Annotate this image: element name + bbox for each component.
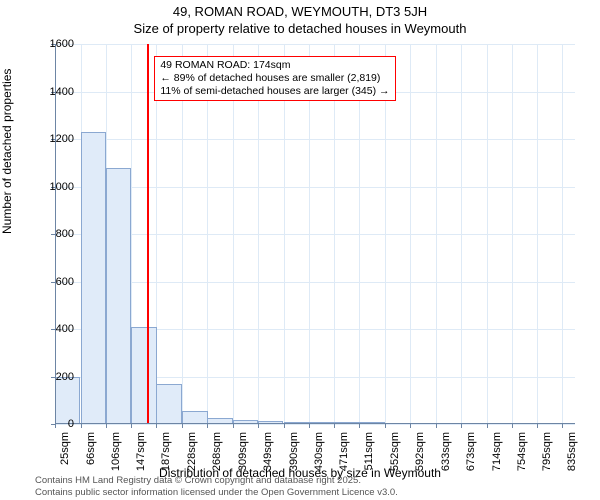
y-tick-label: 1000 xyxy=(34,181,74,193)
callout-line1: 49 ROMAN ROAD: 174sqm xyxy=(160,59,389,72)
y-tick-label: 1200 xyxy=(34,133,74,145)
x-tick-mark xyxy=(410,424,411,428)
x-tick-mark xyxy=(309,424,310,428)
property-marker-line xyxy=(147,44,149,424)
callout-line2: ← 89% of detached houses are smaller (2,… xyxy=(160,72,389,85)
x-tick-label: 511sqm xyxy=(363,432,375,470)
footer-line-1: Contains HM Land Registry data © Crown c… xyxy=(35,475,398,486)
y-tick-label: 0 xyxy=(34,418,74,430)
chart-title-block: 49, ROMAN ROAD, WEYMOUTH, DT3 5JH Size o… xyxy=(0,0,600,38)
x-tick-mark xyxy=(106,424,107,428)
x-tick-label: 268sqm xyxy=(211,432,223,471)
title-line-1: 49, ROMAN ROAD, WEYMOUTH, DT3 5JH xyxy=(0,4,600,21)
x-tick-label: 349sqm xyxy=(262,432,274,471)
x-tick-label: 106sqm xyxy=(110,432,122,471)
x-tick-mark xyxy=(207,424,208,428)
y-tick-label: 200 xyxy=(34,371,74,383)
x-tick-label: 835sqm xyxy=(566,432,578,471)
footer-attribution: Contains HM Land Registry data © Crown c… xyxy=(35,475,398,498)
x-tick-mark xyxy=(487,424,488,428)
y-tick-label: 400 xyxy=(34,323,74,335)
x-tick-mark xyxy=(436,424,437,428)
grid-line-h xyxy=(55,187,575,188)
plot-surface: 49 ROMAN ROAD: 174sqm← 89% of detached h… xyxy=(55,44,575,424)
x-tick-label: 552sqm xyxy=(389,432,401,471)
x-tick-label: 390sqm xyxy=(288,432,300,471)
x-tick-mark xyxy=(81,424,82,428)
x-tick-label: 673sqm xyxy=(465,432,477,471)
title-line-2: Size of property relative to detached ho… xyxy=(0,21,600,38)
grid-line-h xyxy=(55,424,575,425)
histogram-bar xyxy=(131,327,156,424)
chart-plot-area: 49 ROMAN ROAD: 174sqm← 89% of detached h… xyxy=(55,44,575,424)
histogram-bar xyxy=(81,132,106,424)
x-tick-mark xyxy=(334,424,335,428)
histogram-bar xyxy=(106,168,131,425)
x-tick-label: 754sqm xyxy=(516,432,528,471)
x-tick-label: 592sqm xyxy=(414,432,426,471)
x-axis-line xyxy=(55,423,575,424)
x-tick-mark xyxy=(537,424,538,428)
histogram-bar xyxy=(156,384,181,424)
x-tick-label: 714sqm xyxy=(491,432,503,471)
grid-line-h xyxy=(55,44,575,45)
x-tick-label: 187sqm xyxy=(160,432,172,471)
x-tick-label: 25sqm xyxy=(59,432,71,465)
x-tick-mark xyxy=(156,424,157,428)
grid-line-h xyxy=(55,234,575,235)
y-tick-label: 1400 xyxy=(34,86,74,98)
x-tick-label: 633sqm xyxy=(440,432,452,471)
y-axis-label: Number of detached properties xyxy=(0,69,14,234)
x-tick-mark xyxy=(461,424,462,428)
x-tick-label: 228sqm xyxy=(186,432,198,471)
y-tick-label: 1600 xyxy=(34,38,74,50)
x-tick-mark xyxy=(233,424,234,428)
x-tick-label: 795sqm xyxy=(541,432,553,471)
x-tick-mark xyxy=(562,424,563,428)
x-tick-mark xyxy=(131,424,132,428)
callout-line3: 11% of semi-detached houses are larger (… xyxy=(160,85,389,98)
grid-line-h xyxy=(55,282,575,283)
grid-line-h xyxy=(55,139,575,140)
property-callout: 49 ROMAN ROAD: 174sqm← 89% of detached h… xyxy=(154,56,395,101)
x-tick-mark xyxy=(385,424,386,428)
x-tick-mark xyxy=(258,424,259,428)
x-tick-mark xyxy=(359,424,360,428)
x-tick-label: 309sqm xyxy=(237,432,249,471)
x-tick-label: 147sqm xyxy=(135,432,147,471)
x-tick-label: 66sqm xyxy=(85,432,97,465)
x-tick-label: 471sqm xyxy=(338,432,350,471)
x-tick-mark xyxy=(512,424,513,428)
x-tick-mark xyxy=(182,424,183,428)
y-tick-label: 800 xyxy=(34,228,74,240)
y-tick-label: 600 xyxy=(34,276,74,288)
footer-line-2: Contains public sector information licen… xyxy=(35,487,398,498)
x-tick-mark xyxy=(284,424,285,428)
histogram-bar xyxy=(55,377,80,425)
x-tick-label: 430sqm xyxy=(313,432,325,471)
